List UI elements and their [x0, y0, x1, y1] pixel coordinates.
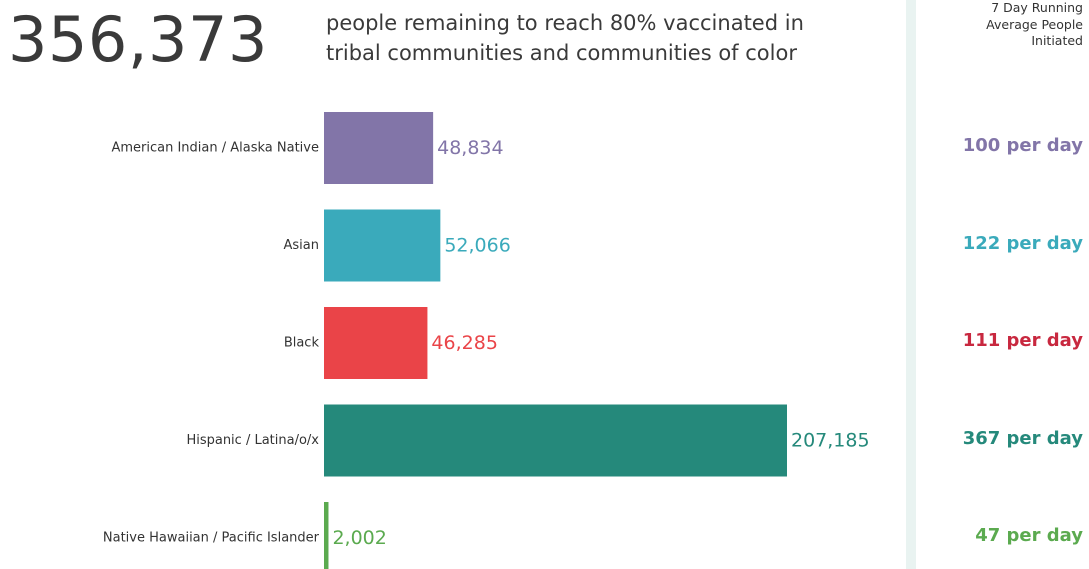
rate-column-header: 7 Day Running Average People Initiated [920, 0, 1083, 50]
bar-american-indian-alaska-native[interactable] [324, 112, 434, 184]
value-label-black: 46,285 [431, 332, 497, 354]
category-label-american-indian-alaska-native: American Indian / Alaska Native [111, 141, 319, 156]
category-label-black: Black [284, 336, 320, 351]
category-label-hispanic-latina-o-x: Hispanic / Latina/o/x [186, 433, 319, 448]
column-divider [906, 0, 916, 569]
bar-chart: American Indian / Alaska Native 48,834 Asi… [103, 112, 870, 569]
value-label-american-indian-alaska-native: 48,834 [437, 137, 503, 159]
headline: people remaining to reach 80% vaccinated… [326, 8, 804, 68]
value-label-asian: 52,066 [444, 235, 510, 257]
rate-hispanic-latina-o-x: 367 per day [962, 427, 1083, 449]
headline-line-2: tribal communities and communities of co… [326, 41, 797, 65]
category-label-asian: Asian [284, 238, 319, 253]
rate-header-line-1: 7 Day Running [991, 0, 1083, 15]
total-remaining-number: 356,373 [8, 3, 268, 76]
value-label-hispanic-latina-o-x: 207,185 [791, 430, 870, 452]
rate-black: 111 per day [962, 330, 1083, 351]
rate-asian: 122 per day [962, 232, 1083, 254]
rate-native-hawaiian-pacific-islander: 47 per day [975, 525, 1083, 546]
bar-hispanic-latina-o-x[interactable] [324, 404, 787, 477]
value-label-native-hawaiian-pacific-islander: 2,002 [332, 527, 386, 549]
bar-black[interactable] [324, 307, 428, 379]
category-label-native-hawaiian-pacific-islander: Native Hawaiian / Pacific Islander [103, 531, 320, 546]
bar-asian[interactable] [324, 209, 441, 282]
headline-line-1: people remaining to reach 80% vaccinated… [326, 11, 804, 35]
rate-header-line-2: Average People [986, 16, 1083, 32]
rate-american-indian-alaska-native: 100 per day [962, 135, 1083, 156]
bar-native-hawaiian-pacific-islander[interactable] [324, 502, 329, 569]
rate-header-line-3: Initiated [1031, 33, 1083, 48]
